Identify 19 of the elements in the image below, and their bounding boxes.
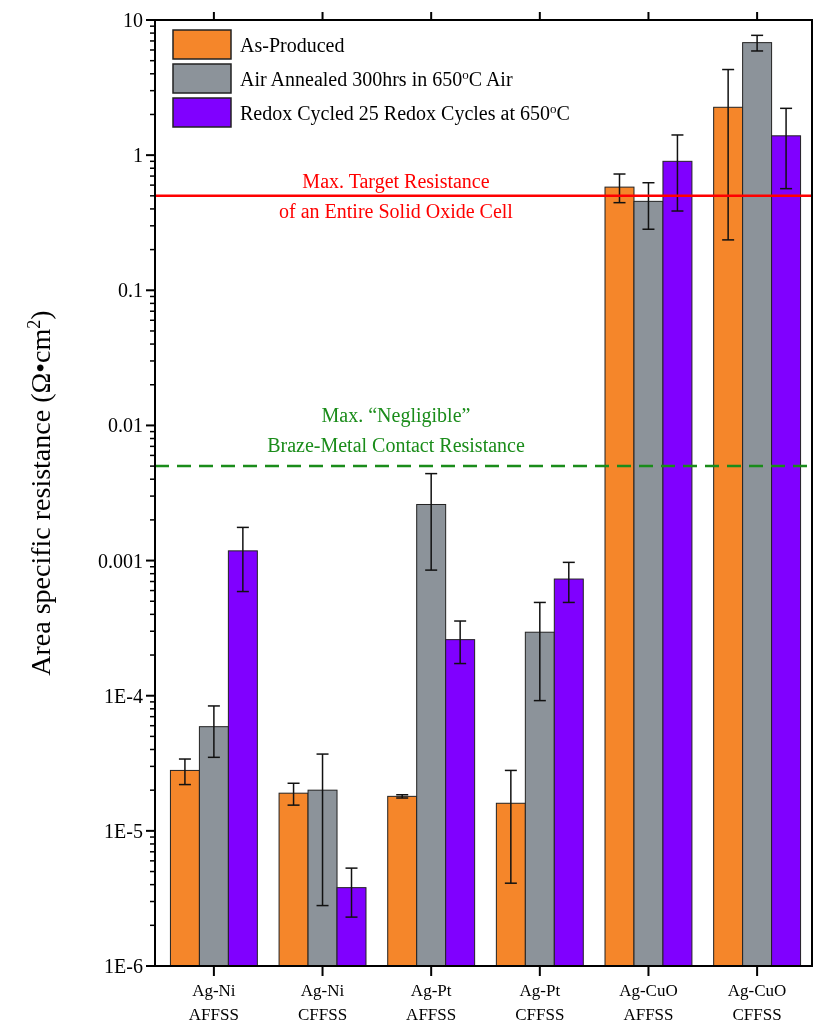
x-tick-label: Ag-Pt CFFSS: [515, 981, 565, 1024]
x-tick-label: Ag-CuO AFFSS: [619, 981, 678, 1024]
y-tick-label: 10: [123, 9, 143, 31]
x-tick-label: Ag-Pt AFFSS: [406, 981, 457, 1024]
legend-label: Air Annealed 300hrs in 650$^{o}$C Air: [240, 66, 513, 90]
legend-label: Redox Cycled 25 Redox Cycles at 650$^{o}$C: [240, 100, 570, 125]
y-tick-label: 1E-6: [104, 955, 143, 977]
x-tick-label: Ag-Ni CFFSS: [297, 981, 348, 1024]
x-tick-label: Ag-CuO CFFSS: [727, 981, 787, 1024]
ref-line-label: Max. “Negligible” Braze-Metal Contact Resistance: [267, 404, 525, 457]
y-tick-label: 1E-5: [104, 819, 143, 842]
y-tick-label: 1E-4: [104, 684, 143, 707]
y-tick-label: 1: [133, 144, 143, 167]
y-tick-label: 0.01: [108, 414, 143, 437]
x-tick-label: Ag-Ni AFFSS: [188, 981, 239, 1024]
y-tick-label: 0.001: [98, 549, 143, 572]
legend-label: As-Produced: [240, 34, 345, 56]
ref-line-label: Max. Target Resistance of an Entire Solid Oxide Cell: [279, 169, 514, 222]
y-tick-label: 0.1: [118, 279, 143, 302]
